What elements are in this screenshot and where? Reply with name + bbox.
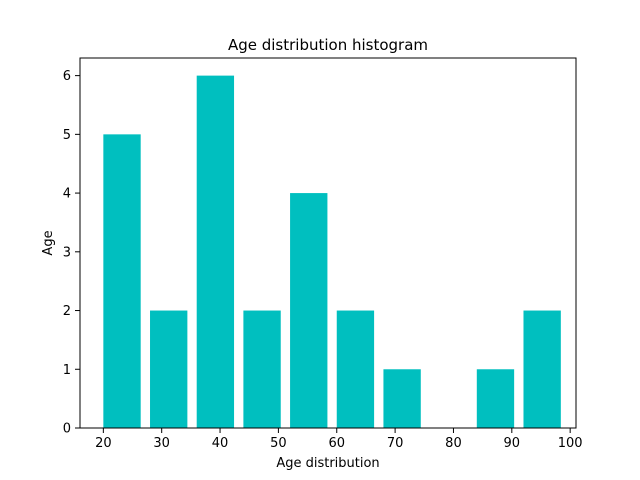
histogram-bar-1: [150, 310, 188, 428]
x-tick-label-1: 30: [153, 436, 170, 451]
y-tick-label-6: 6: [63, 69, 71, 84]
x-tick-label-6: 80: [445, 436, 462, 451]
bars-layer: [103, 75, 561, 428]
y-tick-label-2: 2: [63, 304, 71, 319]
x-axis: 20 30 40 50 60 70 80 90 100: [95, 428, 583, 451]
y-axis-label: Age: [41, 230, 56, 255]
y-axis: 0 1 2 3 4 5 6: [63, 69, 80, 437]
histogram-bar-8: [476, 369, 515, 428]
y-tick-label-5: 5: [63, 128, 71, 143]
histogram-bar-6: [383, 369, 421, 428]
x-tick-label-5: 70: [387, 436, 404, 451]
histogram-bar-4: [290, 193, 328, 428]
y-tick-label-0: 0: [63, 422, 71, 437]
histogram-bar-9: [523, 310, 561, 428]
chart-title: Age distribution histogram: [228, 36, 428, 54]
y-tick-label-3: 3: [63, 245, 71, 260]
axes-frame: [79, 57, 577, 429]
x-tick-label-7: 90: [504, 436, 521, 451]
x-tick-label-8: 100: [558, 436, 583, 451]
y-tick-label-1: 1: [63, 363, 71, 378]
x-tick-label-0: 20: [95, 436, 112, 451]
y-tick-label-4: 4: [63, 187, 71, 202]
x-axis-label: Age distribution: [276, 456, 379, 471]
x-tick-label-2: 40: [212, 436, 229, 451]
histogram-bar-2: [196, 75, 235, 428]
x-tick-label-3: 50: [270, 436, 287, 451]
histogram-bar-0: [103, 134, 141, 428]
histogram-bar-5: [336, 310, 375, 428]
histogram-bar-3: [243, 310, 281, 428]
x-tick-label-4: 60: [328, 436, 345, 451]
